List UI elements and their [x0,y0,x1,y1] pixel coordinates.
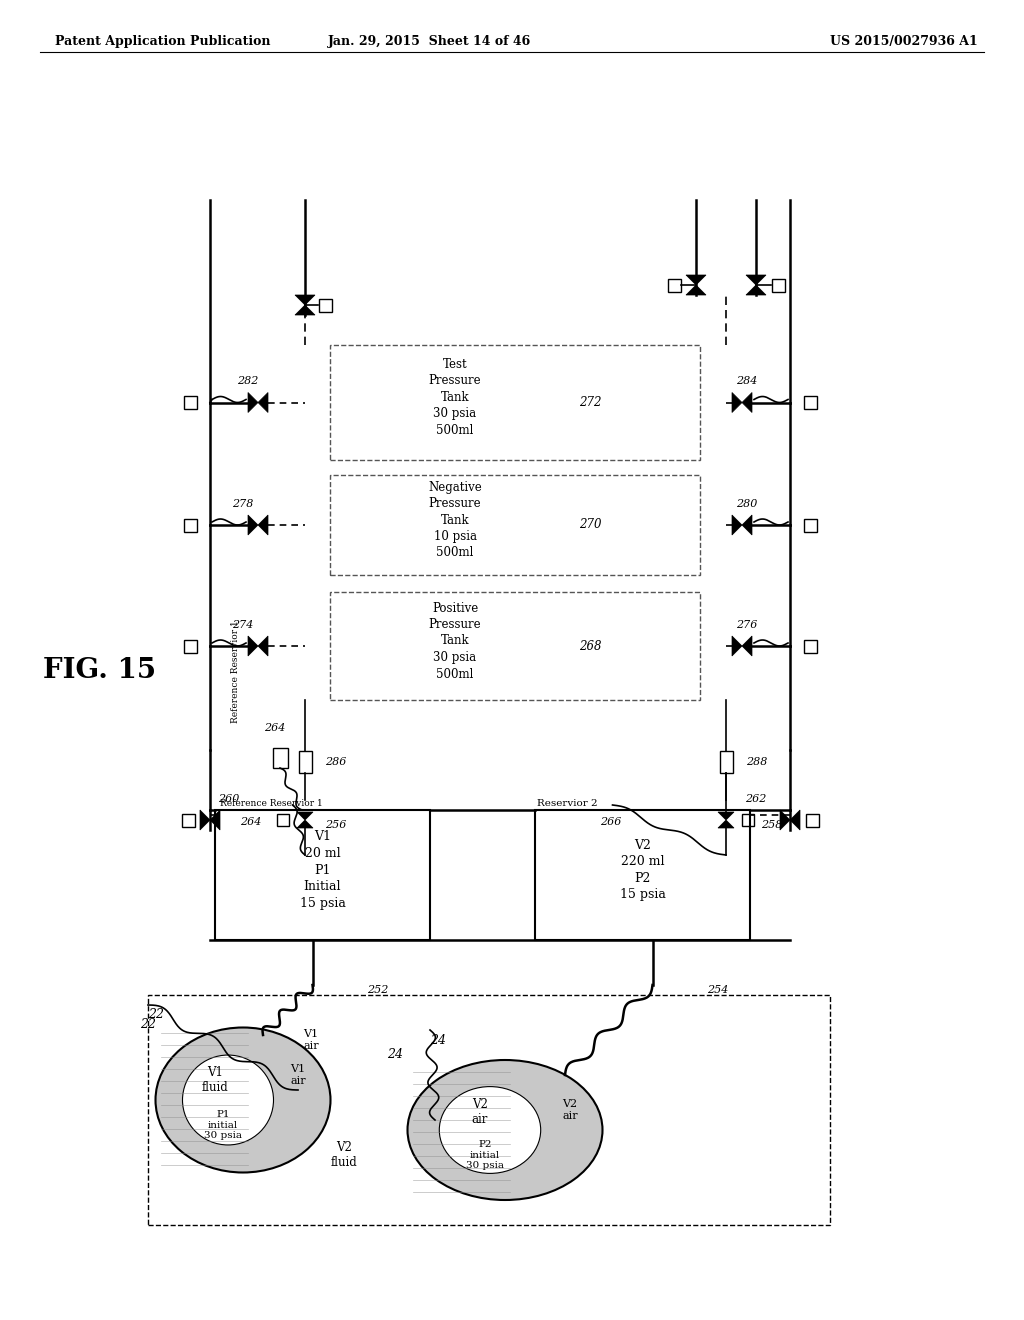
Bar [804,639,816,652]
Text: 266: 266 [600,817,622,828]
Polygon shape [248,636,258,656]
Text: FIG. 15: FIG. 15 [43,656,157,684]
Ellipse shape [156,1027,331,1172]
Bar [668,279,681,292]
Ellipse shape [182,1055,273,1144]
Bar [278,814,289,826]
Polygon shape [297,820,313,828]
Bar [330,475,700,576]
Bar [318,298,332,312]
Bar [804,396,816,409]
Text: V2
air: V2 air [562,1100,578,1121]
Text: Reference Reservior 1: Reference Reservior 1 [220,799,323,808]
Text: 286: 286 [325,756,346,767]
Polygon shape [210,810,220,830]
Text: 22: 22 [148,1008,164,1022]
Bar [806,813,818,826]
Bar [330,591,700,700]
Text: 258: 258 [761,820,782,830]
Text: V2
fluid: V2 fluid [331,1140,357,1170]
Text: 272: 272 [579,396,601,409]
Text: 274: 274 [232,620,254,630]
Text: V2
220 ml
P2
15 psia: V2 220 ml P2 15 psia [620,838,666,902]
Polygon shape [258,636,268,656]
Polygon shape [295,305,315,315]
Text: 254: 254 [708,985,729,995]
Polygon shape [297,812,313,820]
Text: 276: 276 [736,620,758,630]
Text: 268: 268 [579,639,601,652]
Polygon shape [718,820,734,828]
Text: Reference Reservior 1: Reference Reservior 1 [231,620,240,723]
Text: Reservior 2: Reservior 2 [537,799,598,808]
Polygon shape [742,636,752,656]
Ellipse shape [408,1060,602,1200]
Polygon shape [742,515,752,535]
Text: 256: 256 [325,820,346,830]
Text: 282: 282 [238,376,259,387]
Bar [183,396,197,409]
Text: 264: 264 [264,723,286,733]
Text: 260: 260 [218,795,240,804]
Text: P2
initial
30 psia: P2 initial 30 psia [466,1140,504,1170]
Polygon shape [200,810,210,830]
Text: V1
20 ml
P1
Initial
15 psia: V1 20 ml P1 Initial 15 psia [300,830,345,909]
Polygon shape [258,515,268,535]
Bar [215,810,430,940]
Text: Jan. 29, 2015  Sheet 14 of 46: Jan. 29, 2015 Sheet 14 of 46 [329,36,531,48]
Polygon shape [742,392,752,412]
Text: 264: 264 [240,817,261,828]
Polygon shape [686,275,706,285]
Bar [181,813,195,826]
Text: 252: 252 [368,985,389,995]
Bar [183,639,197,652]
Polygon shape [746,285,766,294]
Polygon shape [295,294,315,305]
Polygon shape [790,810,800,830]
Text: V1
air: V1 air [290,1064,306,1086]
Text: 284: 284 [736,376,758,387]
Text: V1
air: V1 air [303,1030,318,1051]
Text: Test
Pressure
Tank
30 psia
500ml: Test Pressure Tank 30 psia 500ml [429,358,481,437]
Polygon shape [732,515,742,535]
Text: V2
air: V2 air [472,1098,488,1126]
Text: 24: 24 [387,1048,403,1061]
Bar [535,810,750,940]
Polygon shape [746,275,766,285]
Bar [742,814,754,826]
Bar [183,519,197,532]
Polygon shape [732,636,742,656]
Text: 262: 262 [745,795,766,804]
Bar [804,519,816,532]
Text: Negative
Pressure
Tank
10 psia
500ml: Negative Pressure Tank 10 psia 500ml [428,480,482,560]
Polygon shape [686,285,706,294]
Polygon shape [248,392,258,412]
Text: Patent Application Publication: Patent Application Publication [55,36,270,48]
Bar [720,751,732,774]
Text: 280: 280 [736,499,758,510]
Polygon shape [248,515,258,535]
Text: V1
fluid: V1 fluid [202,1067,228,1094]
Text: 22: 22 [140,1019,156,1031]
Polygon shape [258,392,268,412]
Ellipse shape [439,1086,541,1173]
Text: US 2015/0027936 A1: US 2015/0027936 A1 [830,36,978,48]
Polygon shape [780,810,790,830]
Text: Positive
Pressure
Tank
30 psia
500ml: Positive Pressure Tank 30 psia 500ml [429,602,481,681]
Bar [299,751,311,774]
Text: P1
initial
30 psia: P1 initial 30 psia [204,1110,242,1140]
Text: 24: 24 [430,1034,446,1047]
Bar [330,345,700,459]
Text: 278: 278 [232,499,254,510]
Polygon shape [732,392,742,412]
Bar [148,995,830,1225]
Bar [272,748,288,768]
Text: 288: 288 [746,756,767,767]
Text: 270: 270 [579,519,601,532]
Bar [771,279,784,292]
Polygon shape [718,812,734,820]
